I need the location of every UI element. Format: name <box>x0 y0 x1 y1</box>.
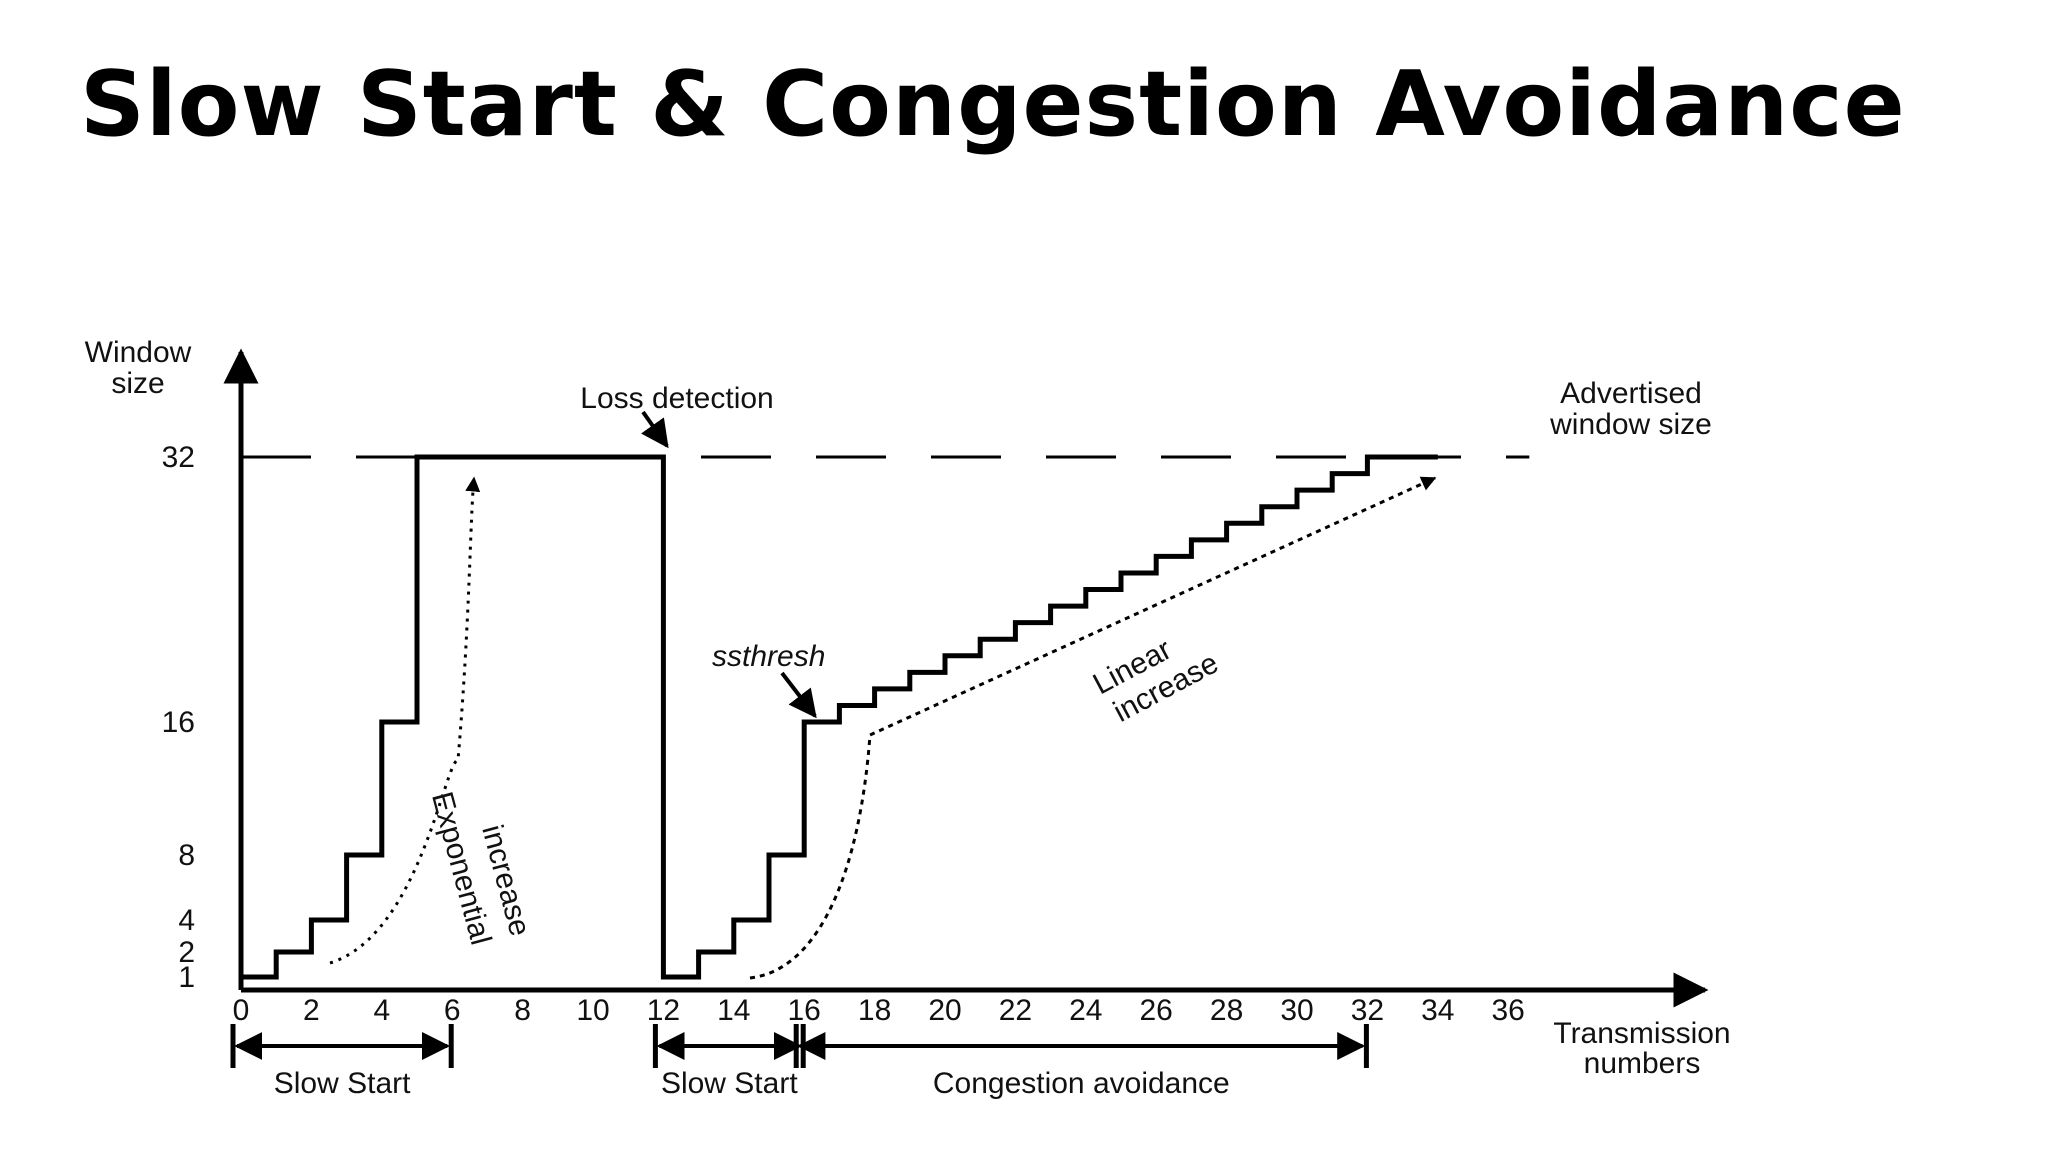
phase-2-label: Congestion avoidance <box>933 1067 1230 1100</box>
x-tick-label-16: 16 <box>788 994 821 1027</box>
x-tick-label-14: 14 <box>717 994 750 1027</box>
x-tick-label-30: 30 <box>1280 994 1313 1027</box>
y-tick-label-2: 2 <box>178 936 195 969</box>
loss-detection-label: Loss detection <box>580 382 773 415</box>
x-tick-label-2: 2 <box>303 994 320 1027</box>
advertised-label-line1: Advertised <box>1560 377 1702 410</box>
window-size-series <box>241 454 1438 980</box>
loss-detection-arrow <box>641 410 669 449</box>
x-tick-label-4: 4 <box>373 994 390 1027</box>
exponential-trend-arrow <box>329 476 481 965</box>
y-tick-label-8: 8 <box>178 839 195 872</box>
y-tick-label-1: 1 <box>178 961 195 994</box>
x-tick-label-24: 24 <box>1069 994 1102 1027</box>
y-tick-label-16: 16 <box>162 706 195 739</box>
x-tick-label-20: 20 <box>928 994 961 1027</box>
y-axis-title-line2: size <box>111 367 164 400</box>
x-axis-title-line2: numbers <box>1584 1047 1701 1080</box>
y-axis-title-line1: Window <box>85 336 192 369</box>
x-tick-label-18: 18 <box>858 994 891 1027</box>
x-tick-label-12: 12 <box>647 994 680 1027</box>
x-tick-label-6: 6 <box>444 994 461 1027</box>
advertised-label-line2: window size <box>1549 408 1712 441</box>
y-tick-labels: 124 8 16 32 <box>162 441 195 994</box>
slide-title: Slow Start & Congestion Avoidance <box>80 52 1906 157</box>
x-tick-label-36: 36 <box>1492 994 1525 1027</box>
phase-0-label: Slow Start <box>274 1067 411 1100</box>
x-tick-label-34: 34 <box>1421 994 1454 1027</box>
x-tick-label-26: 26 <box>1140 994 1173 1027</box>
ssthresh-label: ssthresh <box>712 640 825 673</box>
x-tick-label-0: 0 <box>233 994 250 1027</box>
x-tick-label-22: 22 <box>999 994 1032 1027</box>
phase-1-label: Slow Start <box>661 1067 798 1100</box>
x-tick-label-8: 8 <box>514 994 531 1027</box>
x-tick-label-10: 10 <box>576 994 609 1027</box>
x-tick-label-32: 32 <box>1351 994 1384 1027</box>
ssthresh-arrow <box>780 671 817 719</box>
y-tick-label-4: 4 <box>178 904 195 937</box>
linear-trend-arrow <box>749 476 1437 980</box>
x-axis-title-line1: Transmission <box>1553 1017 1730 1050</box>
x-tick-label-28: 28 <box>1210 994 1243 1027</box>
phase-brackets: Slow Start Slow Start Congestion avoidance <box>230 1024 1369 1100</box>
y-tick-label-32: 32 <box>162 441 195 474</box>
x-tick-labels: 0 2 4 6 8 10 12 14 16 18 20 22 24 26 28 30 32 34 36 <box>233 994 1525 1027</box>
